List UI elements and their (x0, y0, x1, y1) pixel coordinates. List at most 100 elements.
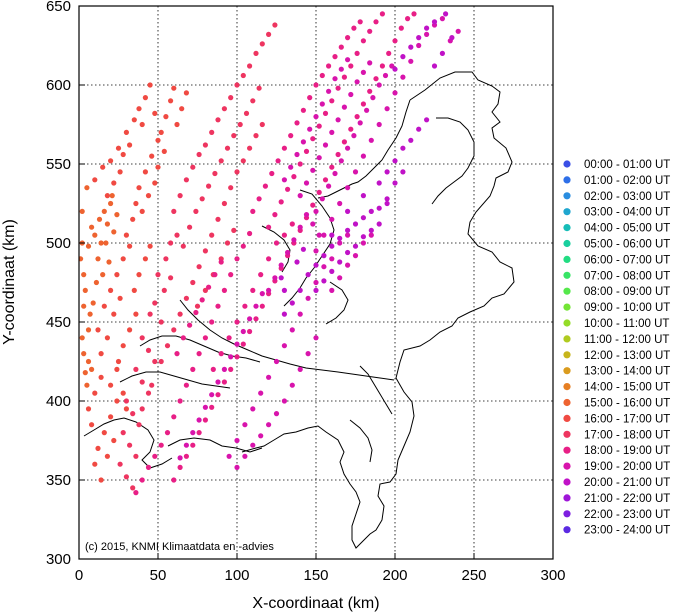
lightning-point (120, 430, 126, 436)
lightning-point (234, 354, 240, 360)
lightning-point (196, 151, 202, 158)
lightning-point (364, 107, 370, 113)
lightning-point (85, 358, 92, 365)
lightning-point (228, 95, 234, 101)
lightning-point (326, 183, 332, 189)
lightning-point (234, 256, 240, 262)
lightning-point (98, 374, 104, 380)
lightning-point (329, 216, 335, 222)
lightning-point (177, 193, 183, 199)
lightning-point (345, 185, 351, 191)
lightning-point (368, 232, 374, 238)
lightning-point (196, 430, 202, 436)
lightning-point (209, 129, 215, 135)
lightning-point (79, 335, 85, 341)
lightning-point (158, 358, 164, 365)
lightning-point (206, 183, 212, 189)
lightning-point (337, 259, 343, 265)
legend-label: 07:00 - 08:00 UT (584, 270, 670, 282)
legend: 00:00 - 01:00 UT 01:00 - 02:00 UT 02:00 - … (563, 159, 670, 537)
legend-marker (563, 255, 571, 263)
lightning-point (240, 328, 246, 335)
lightning-point (269, 170, 275, 177)
lightning-point (345, 232, 351, 238)
lightning-point (210, 366, 216, 372)
lightning-point (190, 442, 196, 448)
lightning-point (329, 232, 335, 238)
lightning-point (259, 121, 265, 128)
lightning-point (352, 221, 359, 227)
lightning-point (367, 60, 373, 66)
lightning-point (82, 370, 88, 376)
lightning-point (289, 382, 295, 388)
lightning-point (337, 235, 343, 241)
lightning-point (313, 208, 319, 214)
lightning-point (348, 63, 354, 69)
lightning-point (416, 35, 422, 41)
lightning-point (408, 58, 414, 64)
lightning-point (183, 177, 189, 183)
lightning-point (196, 264, 202, 270)
lightning-point (163, 114, 169, 120)
lightning-point (400, 145, 406, 151)
lightning-point (352, 169, 359, 175)
lightning-point (258, 433, 264, 439)
legend-marker (563, 430, 571, 438)
legend-label: 09:00 - 10:00 UT (584, 302, 670, 314)
y-tick-label: 550 (46, 156, 71, 173)
lightning-point (228, 366, 234, 372)
legend-label: 22:00 - 23:00 UT (584, 509, 670, 521)
lightning-point (281, 343, 287, 349)
lightning-point (168, 275, 174, 281)
lightning-point (187, 322, 193, 328)
legend-marker (563, 462, 571, 470)
lightning-point (431, 19, 438, 25)
lightning-point (92, 232, 98, 238)
lightning-point (305, 295, 311, 301)
lightning-point (145, 347, 152, 353)
lightning-point (250, 287, 256, 293)
lightning-point (400, 74, 406, 80)
legend-marker (563, 414, 571, 422)
lightning-point (139, 406, 145, 412)
lightning-point (341, 74, 347, 80)
lightning-point (114, 272, 120, 278)
legend-marker (563, 494, 571, 502)
lightning-point (183, 295, 189, 301)
lightning-point (253, 50, 259, 57)
lightning-point (389, 63, 395, 69)
lightning-point (266, 256, 272, 262)
lightning-point (360, 193, 366, 199)
lightning-point (202, 248, 208, 254)
lightning-point (164, 343, 171, 349)
legend-marker (563, 398, 571, 407)
lightning-point (111, 311, 117, 317)
lightning-point (212, 170, 218, 177)
lightning-point (405, 16, 411, 22)
lightning-point (294, 151, 300, 158)
lightning-point (82, 287, 88, 293)
y-tick-label: 650 (46, 0, 71, 15)
lightning-point (133, 200, 139, 207)
lightning-point (329, 164, 335, 170)
lightning-point (171, 414, 177, 420)
lightning-point (130, 216, 136, 222)
lightning-point (202, 142, 208, 148)
lightning-point (194, 303, 201, 309)
lightning-point (221, 287, 227, 293)
lightning-point (294, 120, 300, 126)
lightning-point (329, 256, 335, 262)
lightning-point (400, 169, 406, 175)
lightning-point (379, 63, 385, 69)
lightning-point (152, 180, 158, 186)
lightning-point (332, 170, 338, 177)
lightning-point (373, 19, 379, 25)
lightning-point (136, 422, 142, 428)
lightning-point (335, 117, 341, 123)
lightning-point (319, 72, 325, 79)
lightning-point (224, 145, 231, 151)
lightning-point (111, 180, 117, 186)
lightning-point (215, 303, 221, 309)
lightning-point (289, 300, 295, 306)
legend-label: 15:00 - 16:00 UT (584, 398, 670, 410)
